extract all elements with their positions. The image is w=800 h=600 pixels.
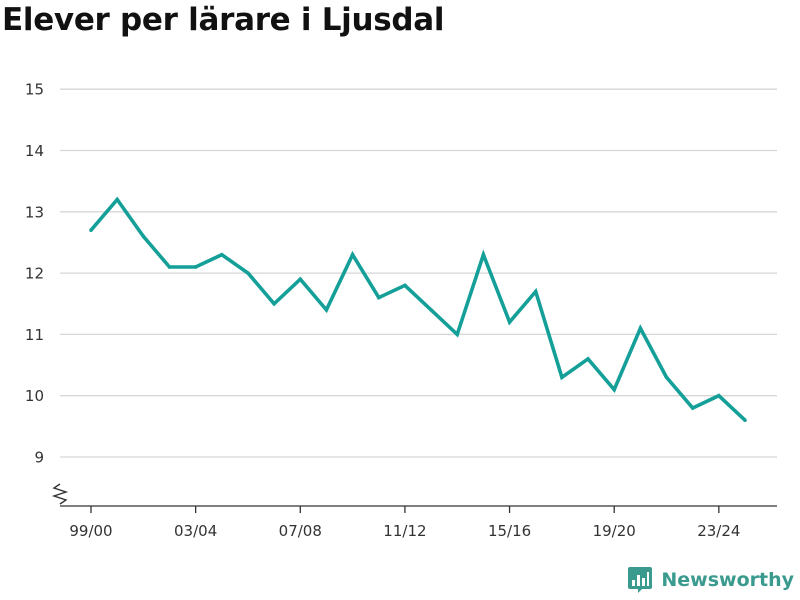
y-tick-label: 12 [25, 265, 44, 283]
x-tick-label: 99/00 [69, 522, 112, 540]
data-point [272, 301, 276, 306]
data-point [350, 252, 355, 257]
data-point [743, 418, 747, 423]
data-point [246, 271, 250, 275]
data-point [612, 387, 616, 392]
x-tick-label: 03/04 [174, 522, 217, 540]
data-point [403, 283, 407, 288]
data-point [298, 277, 303, 282]
y-tick-label: 14 [25, 142, 44, 160]
data-point [455, 332, 460, 337]
x-tick-label: 15/16 [488, 522, 531, 540]
y-tick-label: 11 [25, 326, 44, 344]
data-point [429, 308, 433, 312]
data-point [690, 406, 695, 410]
data-point [89, 228, 93, 232]
data-point [141, 234, 146, 239]
data-point [193, 265, 198, 269]
data-point [638, 326, 643, 331]
data-point [167, 265, 172, 269]
data-point [220, 252, 224, 257]
brand-name: Newsworthy [661, 569, 794, 591]
data-point [376, 295, 381, 300]
data-point [717, 393, 721, 398]
y-tick-label: 13 [25, 203, 44, 221]
x-tick-labels: 99/00 03/04 07/08 11/12 15/16 19/20 23/24 [69, 506, 740, 540]
x-tick-label: 23/24 [697, 522, 740, 540]
data-point [507, 320, 512, 324]
y-tick-labels: 9 10 11 12 13 14 15 [25, 81, 44, 467]
data-point [481, 252, 486, 257]
series-layer [89, 196, 747, 423]
x-tick-label: 07/08 [279, 522, 322, 540]
y-tick-label: 9 [34, 449, 44, 467]
x-tick-label: 19/20 [593, 522, 636, 540]
newsworthy-logo: Newsworthy [627, 566, 794, 594]
series-line [89, 196, 747, 422]
y-tick-label: 10 [25, 387, 44, 405]
chart-title: Elever per lärare i Ljusdal [2, 2, 445, 38]
data-point [664, 375, 669, 380]
axes [51, 483, 777, 507]
y-axis-break-marker [51, 483, 69, 505]
data-point [115, 197, 119, 202]
x-tick-label: 11/12 [383, 522, 426, 540]
data-point [324, 308, 329, 312]
newsworthy-logo-icon [628, 567, 653, 593]
gridlines [60, 88, 777, 458]
data-point [586, 357, 590, 361]
data-point [533, 289, 538, 294]
y-tick-label: 15 [25, 81, 44, 99]
data-point [560, 375, 564, 380]
